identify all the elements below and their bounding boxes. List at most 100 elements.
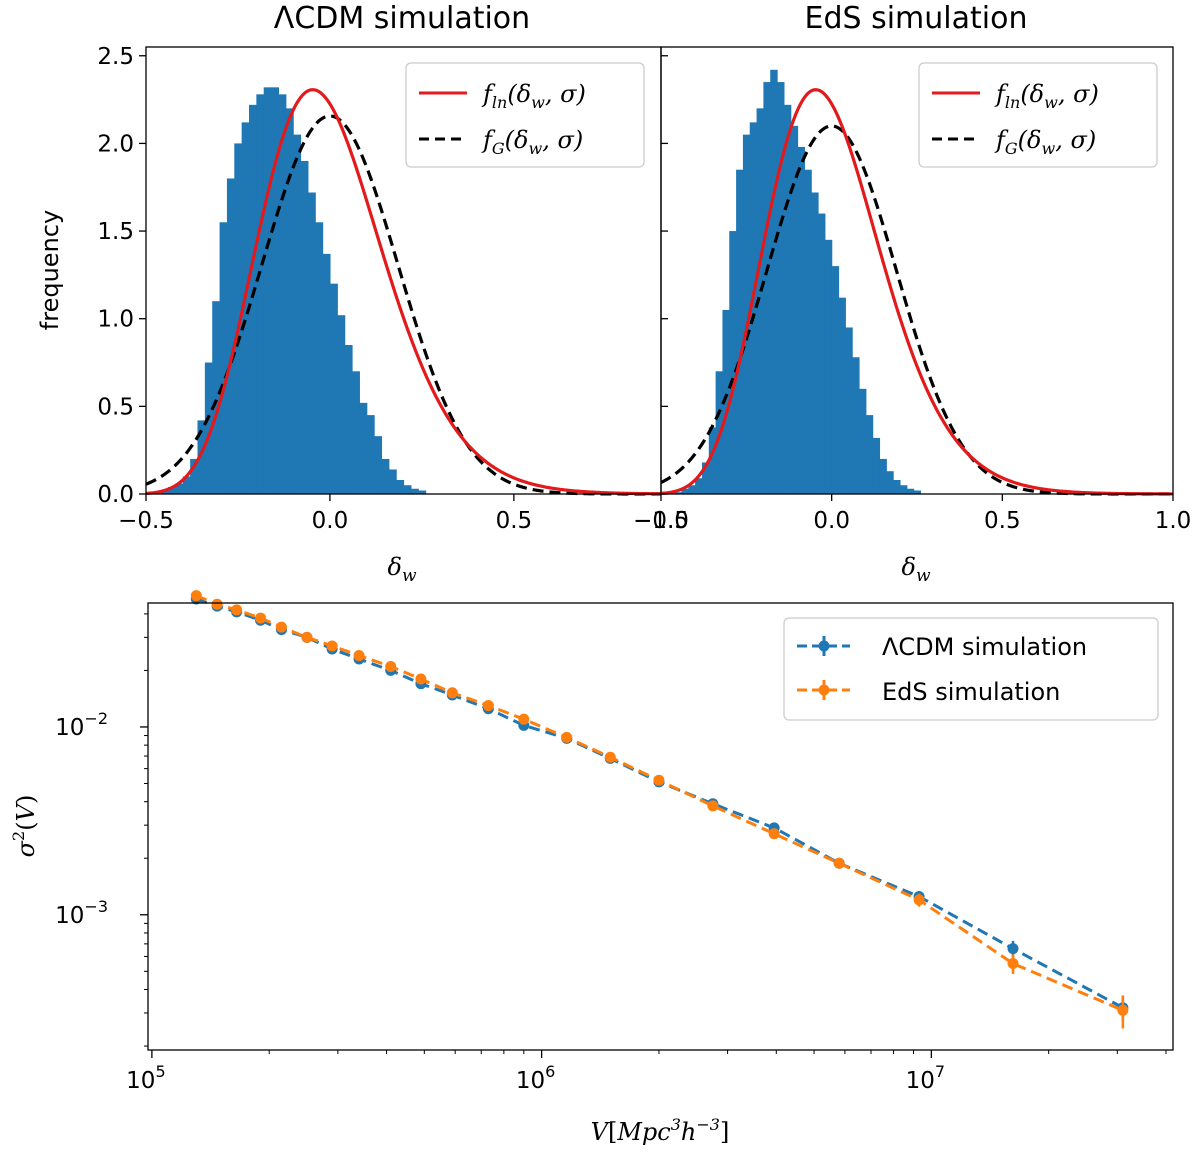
lcdm-y-axis-label: frequency [36, 210, 64, 330]
histogram-bar [388, 469, 397, 494]
variance-axes-frame [147, 602, 1174, 1051]
variance-panel: 105 106 107 10−2 10−3 V[Mpc3h−3] σ2(V) ΛCDM… [9, 590, 1174, 1146]
histogram-bar [701, 462, 710, 494]
histogram-bar [886, 471, 894, 494]
histogram-bar [374, 436, 383, 494]
lcdm-variance-line [195, 597, 1124, 1010]
histogram-bar [790, 125, 799, 494]
histogram-bar [674, 492, 683, 494]
histogram-bar [906, 488, 915, 494]
histogram-bar [329, 283, 338, 494]
histogram-bar [865, 415, 874, 494]
variance-y-axis-label: σ2(V) [9, 795, 40, 858]
variance-legend: ΛCDM simulation EdS simulation [783, 617, 1159, 721]
data-point [415, 673, 427, 685]
histogram-bar [804, 169, 812, 495]
histogram-bar [858, 388, 867, 494]
histogram-bar [695, 478, 703, 494]
data-point [518, 713, 530, 725]
data-point [301, 631, 313, 643]
histogram-bar [777, 82, 785, 494]
data-point [653, 774, 665, 786]
histogram-bar [783, 104, 792, 495]
lognormal-fit-curve [660, 88, 1174, 496]
histogram-bar [872, 437, 881, 494]
variance-series [190, 590, 1129, 1029]
lcdm-legend-box [405, 62, 645, 168]
data-point [913, 894, 925, 906]
histogram-bar [838, 297, 846, 494]
histogram-bar [278, 94, 287, 495]
eds-panel-title: EdS simulation [805, 1, 1028, 36]
data-point [768, 828, 780, 840]
lcdm-x-ticks: −0.5 0.0 0.5 −1.0 [118, 494, 689, 534]
histogram-bar [831, 266, 840, 494]
variance-legend-box [783, 617, 1159, 721]
histogram-bar [879, 458, 887, 494]
lcdm-histogram-bars [160, 87, 427, 495]
eds-fit-curves [660, 88, 1174, 496]
histogram-bar [322, 253, 331, 494]
histogram-bar [300, 160, 309, 495]
histogram-bar [722, 309, 730, 494]
histogram-bar [381, 458, 390, 494]
variance-x-axis-label: V[Mpc3h−3] [591, 1115, 730, 1146]
histogram-bar [893, 479, 901, 494]
histogram-bar [410, 488, 419, 494]
data-point [275, 621, 287, 633]
eds-histogram-panel: EdS simulation −0.5 0.0 0.5 1.0 δw fln(δw, … [633, 1, 1191, 586]
histogram-bar [763, 82, 771, 494]
legend-eds-label: EdS simulation [882, 678, 1060, 706]
data-point [1007, 958, 1019, 970]
histogram-bar [845, 327, 853, 494]
histogram-bar [899, 485, 908, 494]
histogram-bar [749, 122, 758, 495]
y-tick-label: 1.0 [97, 307, 134, 333]
histogram-bar [913, 490, 922, 494]
y-tick-label: 10−3 [55, 897, 108, 929]
lognormal-fit-curve [145, 88, 662, 496]
histogram-bar [212, 301, 221, 494]
histogram-bar [256, 94, 265, 495]
histogram-bar [168, 486, 177, 494]
histogram-bar [344, 345, 353, 494]
histogram-bar [729, 231, 737, 494]
histogram-bar [197, 420, 206, 494]
data-point [1117, 1004, 1129, 1016]
legend-lcdm-marker [818, 640, 830, 652]
y-tick-label: 0.5 [97, 394, 134, 420]
histogram-bar [352, 371, 360, 494]
histogram-bar [190, 458, 199, 494]
lcdm-legend: fln(δw, σ) fG(δw, σ) [405, 62, 645, 168]
data-point [190, 590, 202, 602]
data-point [326, 640, 338, 652]
y-tick-label: 2.5 [97, 44, 134, 70]
histogram-bar [285, 108, 294, 495]
histogram-bar [366, 415, 375, 494]
histogram-bar [681, 488, 689, 494]
variance-y-ticks: 10−2 10−3 [55, 613, 148, 1047]
histogram-bar [811, 192, 819, 494]
legend-eds-marker [818, 684, 830, 696]
histogram-bar [396, 479, 405, 494]
histogram-bar [852, 357, 860, 494]
lcdm-x-axis-label: δw [387, 553, 416, 586]
histogram-bar [293, 134, 302, 494]
data-point [446, 687, 458, 699]
x-tick-label: 1.0 [1155, 508, 1192, 534]
histogram-bar [226, 178, 235, 494]
x-tick-label: 0.0 [312, 508, 349, 534]
x-tick-label: 107 [906, 1062, 945, 1094]
eds-legend: fln(δw, σ) fG(δw, σ) [918, 62, 1158, 168]
histogram-bar [307, 192, 316, 494]
histogram-bar [219, 222, 228, 494]
histogram-bar [818, 213, 826, 494]
legend-lcdm-label: ΛCDM simulation [882, 633, 1087, 661]
x-tick-label: −0.5 [633, 508, 689, 534]
histogram-bar [688, 485, 696, 494]
data-point [604, 751, 616, 763]
eds-variance-line [195, 594, 1124, 1012]
histogram-bar [271, 87, 280, 494]
x-tick-label: −1.0 [633, 508, 689, 534]
